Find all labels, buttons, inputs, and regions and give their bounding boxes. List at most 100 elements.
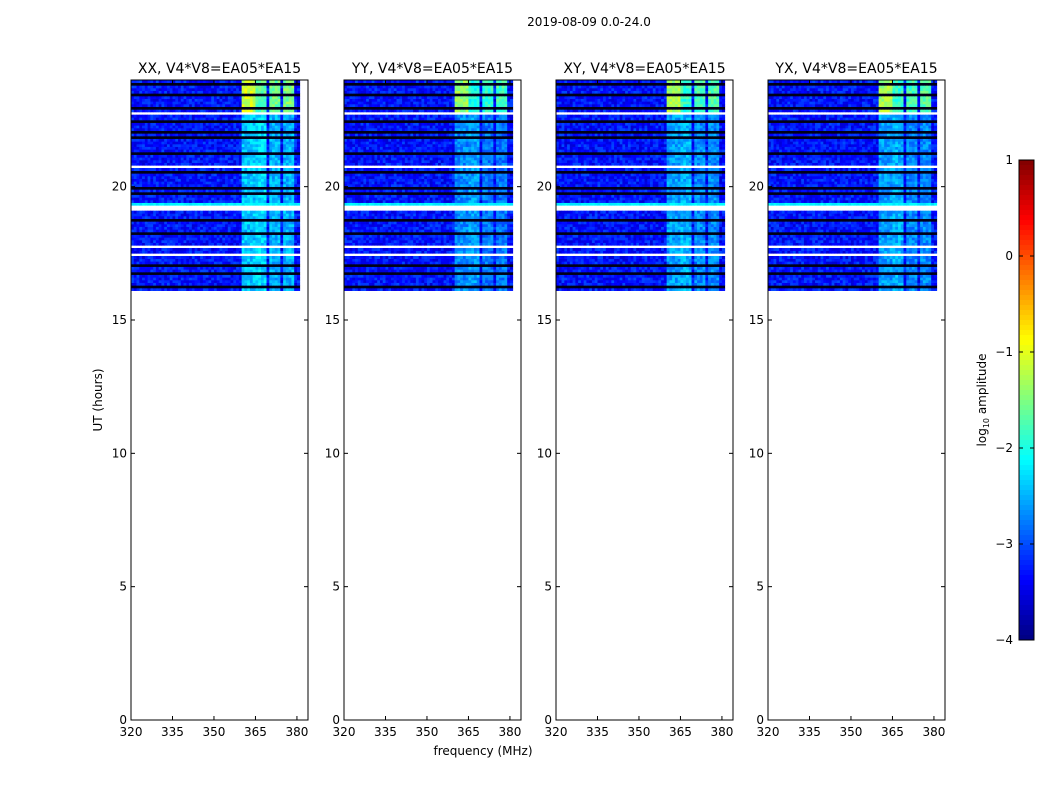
heatmap-cell <box>286 267 289 270</box>
heatmap-cell <box>137 203 140 206</box>
heatmap-cell <box>247 221 250 224</box>
heatmap-cell <box>150 171 153 174</box>
heatmap-cell <box>186 285 189 288</box>
heatmap-cell <box>159 269 162 272</box>
heatmap-cell <box>189 101 192 104</box>
heatmap-cell <box>258 125 261 128</box>
heatmap-cell <box>178 179 181 182</box>
heatmap-cell <box>153 224 156 227</box>
heatmap-cell <box>231 171 234 174</box>
heatmap-cell <box>231 83 234 86</box>
heatmap-cell <box>283 117 286 120</box>
heatmap-cell <box>272 256 275 259</box>
heatmap-cell <box>211 125 214 128</box>
heatmap-cell <box>150 131 153 134</box>
heatmap-cell <box>181 197 184 200</box>
heatmap-cell <box>269 288 272 291</box>
heatmap-cell <box>172 96 175 99</box>
heatmap-cell <box>280 224 283 227</box>
heatmap-cell <box>244 184 247 187</box>
heatmap-cell <box>280 219 283 222</box>
heatmap-cell <box>430 280 433 283</box>
heatmap-cell <box>184 189 187 192</box>
heatmap-cell <box>150 99 153 102</box>
heatmap-cell <box>217 101 220 104</box>
heatmap-cell <box>203 173 206 176</box>
heatmap-cell <box>278 269 281 272</box>
heatmap-cell <box>283 179 286 182</box>
heatmap-cell <box>222 267 225 270</box>
heatmap-cell <box>206 115 209 118</box>
heatmap-cell <box>170 117 173 120</box>
heatmap-cell <box>294 267 297 270</box>
heatmap-cell <box>153 85 156 88</box>
heatmap-cell <box>161 259 164 262</box>
heatmap-cell <box>255 275 258 278</box>
heatmap-cell <box>242 149 245 152</box>
heatmap-cell <box>164 277 167 280</box>
heatmap-cell <box>250 136 253 139</box>
heatmap-cell <box>195 123 198 126</box>
heatmap-cell <box>272 259 275 262</box>
heatmap-cell <box>366 269 369 272</box>
heatmap-cell <box>175 179 178 182</box>
heatmap-cell <box>380 272 383 275</box>
heatmap-cell <box>280 96 283 99</box>
heatmap-cell <box>178 285 181 288</box>
heatmap-cell <box>228 107 231 110</box>
heatmap-cell <box>192 96 195 99</box>
heatmap-cell <box>172 85 175 88</box>
heatmap-cell <box>139 285 142 288</box>
heatmap-cell <box>195 211 198 214</box>
heatmap-cell <box>294 283 297 286</box>
heatmap-cell <box>267 104 270 107</box>
heatmap-cell <box>225 283 228 286</box>
heatmap-cell <box>192 227 195 230</box>
heatmap-cell <box>189 248 192 251</box>
heatmap-cell <box>244 189 247 192</box>
heatmap-cell <box>172 149 175 152</box>
heatmap-cell <box>178 117 181 120</box>
heatmap-cell <box>175 117 178 120</box>
heatmap-cell <box>294 219 297 222</box>
heatmap-cell <box>139 189 142 192</box>
heatmap-cell <box>291 288 294 291</box>
heatmap-cell <box>148 91 151 94</box>
heatmap-cell <box>208 264 211 267</box>
heatmap-cell <box>416 280 419 283</box>
heatmap-cell <box>170 237 173 240</box>
heatmap-cell <box>164 203 167 206</box>
heatmap-cell <box>225 149 228 152</box>
heatmap-cell <box>267 160 270 163</box>
heatmap-cell <box>197 107 200 110</box>
heatmap-cell <box>225 107 228 110</box>
heatmap-cell <box>247 184 250 187</box>
heatmap-cell <box>275 93 278 96</box>
heatmap-cell <box>283 243 286 246</box>
heatmap-cell <box>275 139 278 142</box>
heatmap-cell <box>181 240 184 243</box>
heatmap-cell <box>186 224 189 227</box>
heatmap-cell <box>142 83 145 86</box>
heatmap-cell <box>186 288 189 291</box>
heatmap-cell <box>186 83 189 86</box>
heatmap-cell <box>286 219 289 222</box>
heatmap-cell <box>164 248 167 251</box>
heatmap-cell <box>150 139 153 142</box>
heatmap-cell <box>294 235 297 238</box>
heatmap-cell <box>242 256 245 259</box>
heatmap-cell <box>222 147 225 150</box>
heatmap-cell <box>211 93 214 96</box>
heatmap-cell <box>206 136 209 139</box>
heatmap-cell <box>507 285 510 288</box>
heatmap-cell <box>493 285 496 288</box>
heatmap-cell <box>156 259 159 262</box>
heatmap-cell <box>253 101 256 104</box>
heatmap-cell <box>175 149 178 152</box>
heatmap-cell <box>142 163 145 166</box>
heatmap-cell <box>142 120 145 123</box>
heatmap-cell <box>466 283 469 286</box>
heatmap-cell <box>217 155 220 158</box>
heatmap-cell <box>493 277 496 280</box>
heatmap-cell <box>184 107 187 110</box>
